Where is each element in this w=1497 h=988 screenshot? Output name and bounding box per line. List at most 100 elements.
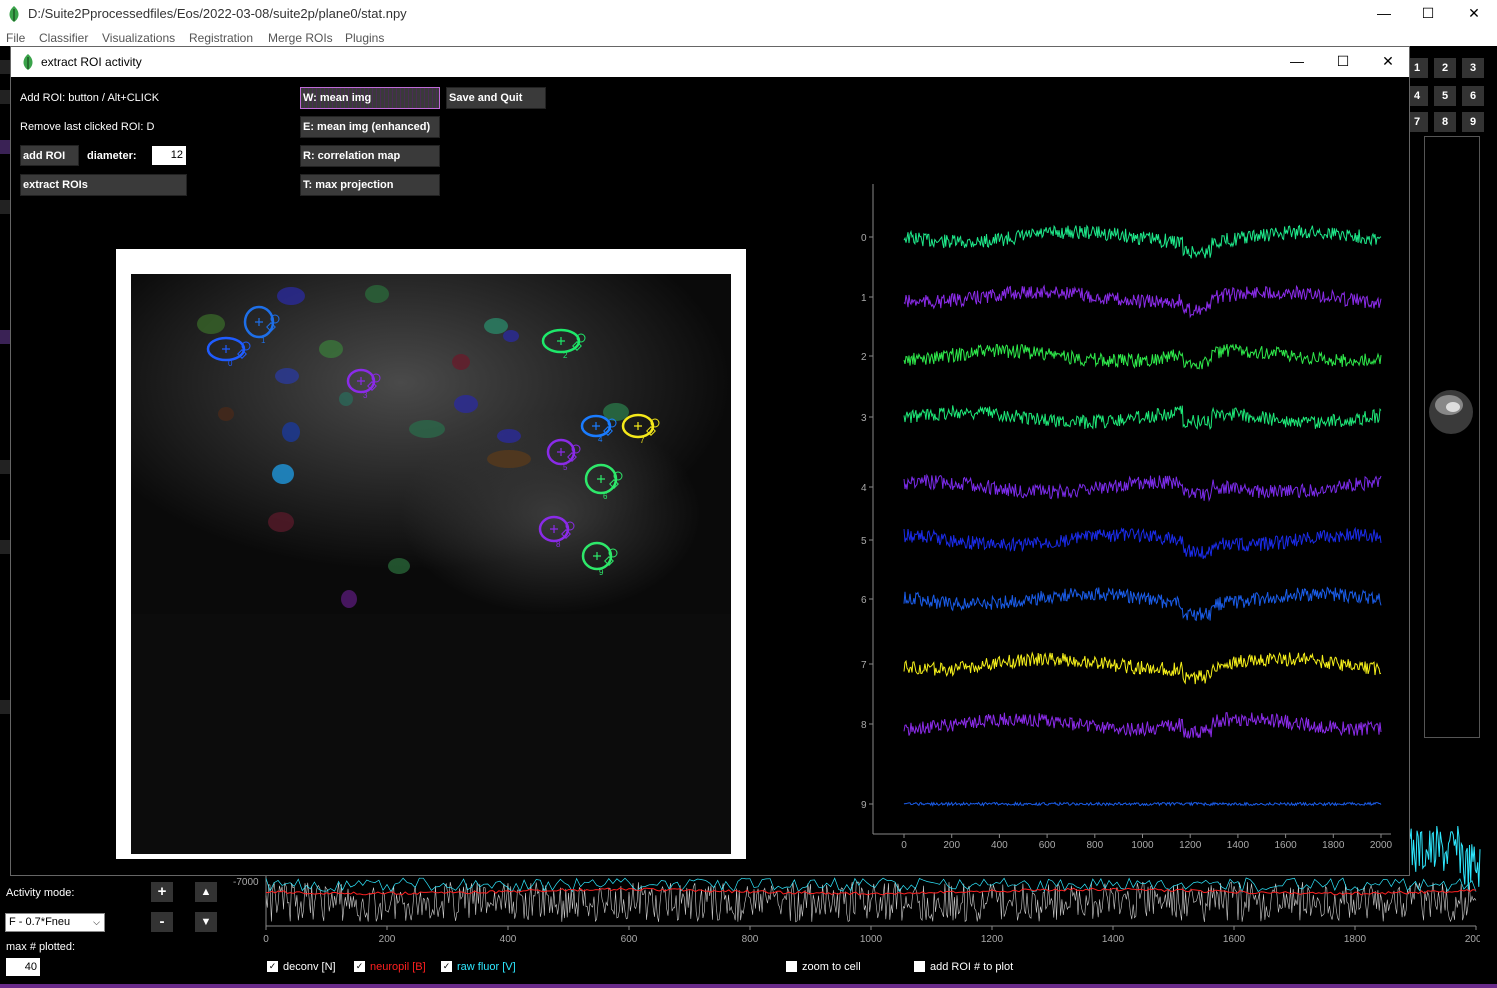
menu-file[interactable]: File	[6, 31, 26, 45]
x-tick-label: 1600	[1274, 840, 1297, 851]
x-tick-label: 600	[1039, 840, 1056, 851]
correlation-map-button[interactable]: R: correlation map	[300, 145, 440, 167]
x-tick-label: 800	[1086, 840, 1103, 851]
roi-2[interactable]: 2	[541, 328, 586, 360]
diameter-label: diameter:	[87, 150, 137, 162]
background-panel-strip	[0, 60, 10, 74]
max-plotted-label: max # plotted:	[6, 941, 76, 953]
roi-0[interactable]: 0	[206, 336, 251, 368]
y-tick-label: 0	[861, 233, 867, 244]
raw-fluor-trace-fragment	[1410, 825, 1481, 890]
bottom-x-tick-label: 200	[379, 934, 396, 945]
max-plotted-input[interactable]: 40	[6, 958, 40, 976]
traces-plot[interactable]: 0 1 2 3 4 5 6 7 8 9 0 200 400 600 800 1000 1200 1400 1600 1…	[861, 179, 1401, 859]
view-grid-button-5[interactable]: 5	[1434, 86, 1456, 106]
menu-merge-rois[interactable]: Merge ROIs	[268, 31, 333, 45]
trace-2	[903, 343, 1382, 370]
diameter-input[interactable]: 12	[152, 146, 186, 165]
background-panel-strip	[0, 540, 10, 554]
remove-roi-hint: Remove last clicked ROI: D	[20, 121, 155, 133]
x-tick-label: 400	[991, 840, 1008, 851]
bottom-x-tick-label: 600	[621, 934, 638, 945]
roi-markers: 0 1 2 3 4 5 6 7 8 9	[206, 305, 660, 577]
mean-img-enhanced-button[interactable]: E: mean img (enhanced)	[300, 116, 440, 138]
menu-registration[interactable]: Registration	[189, 31, 254, 45]
mean-img-button[interactable]: W: mean img	[300, 87, 440, 109]
x-tick-label: 0	[901, 840, 907, 851]
bottom-x-tick-label: 1000	[860, 934, 883, 945]
trace-1	[903, 284, 1382, 319]
raw-fluor-checkbox[interactable]: ✓	[441, 961, 452, 972]
minimize-button[interactable]: —	[1377, 5, 1391, 21]
dialog-close-button[interactable]: ✕	[1382, 53, 1394, 69]
neuropil-checkbox[interactable]: ✓	[354, 961, 365, 972]
overview-panel[interactable]	[1424, 136, 1480, 738]
menu-classifier[interactable]: Classifier	[39, 31, 89, 45]
add-roi-number-checkbox[interactable]	[914, 961, 925, 972]
add-roi-number-label: add ROI # to plot	[930, 961, 1014, 973]
roi-1[interactable]: 1	[243, 305, 280, 345]
chevron-down-icon: ⌵	[93, 917, 100, 927]
zoom-out-button[interactable]: -	[151, 912, 173, 932]
extract-rois-button[interactable]: extract ROIs	[20, 174, 187, 196]
roi-id-label: 5	[563, 463, 568, 472]
trace-4	[903, 473, 1382, 502]
roi-3[interactable]: 3	[346, 368, 381, 400]
roi-id-label: 9	[599, 568, 604, 577]
scroll-up-button[interactable]: ▲	[195, 882, 217, 902]
image-panel: 0 1 2 3 4 5 6 7 8 9	[116, 249, 746, 859]
activity-mode-select[interactable]: F - 0.7*Fneu ⌵	[5, 913, 105, 932]
menu-plugins[interactable]: Plugins	[345, 31, 385, 45]
roi-id-label: 4	[598, 435, 603, 444]
y-tick-label: 5	[861, 536, 867, 547]
view-grid-button-4[interactable]: 4	[1406, 86, 1428, 106]
bottom-x-tick-label: 800	[742, 934, 759, 945]
dialog-title: extract ROI activity	[41, 55, 142, 69]
bottom-activity-plot[interactable]: 0 200 400 600 800 1000 1200 1400 1600 1800 2000	[262, 876, 1488, 946]
raw-fluor-trace	[265, 877, 1477, 894]
x-tick-label: 200	[943, 840, 960, 851]
roi-id-label: 1	[261, 336, 266, 345]
roi-8[interactable]: 8	[538, 515, 575, 549]
view-grid-button-8[interactable]: 8	[1434, 112, 1456, 132]
bottom-activity-canvas: 0 200 400 600 800 1000 1200 1400 1600 1800 2000	[263, 876, 1488, 945]
bottom-x-tick-label: 1400	[1102, 934, 1125, 945]
view-grid-button-3[interactable]: 3	[1462, 58, 1484, 78]
dialog-minimize-button[interactable]: —	[1290, 53, 1304, 69]
deconv-label: deconv [N]	[283, 961, 336, 973]
deconv-checkbox[interactable]: ✓	[267, 961, 278, 972]
view-grid-button-2[interactable]: 2	[1434, 58, 1456, 78]
view-grid-button-1[interactable]: 1	[1406, 58, 1428, 78]
bottom-x-tick-label: 1800	[1344, 934, 1367, 945]
maximize-button[interactable]: ☐	[1421, 5, 1435, 21]
roi-9[interactable]: 9	[581, 541, 618, 577]
scroll-down-button[interactable]: ▼	[195, 912, 217, 932]
max-projection-button[interactable]: T: max projection	[300, 174, 440, 196]
roi-4[interactable]: 4	[580, 414, 617, 444]
zoom-to-cell-label: zoom to cell	[802, 961, 861, 973]
add-roi-button[interactable]: add ROI	[20, 145, 79, 166]
y-tick-label: 2	[861, 352, 867, 363]
roi-id-label: 0	[228, 359, 233, 368]
roi-7[interactable]: 7	[621, 413, 660, 445]
background-panel-strip	[0, 90, 10, 104]
view-grid-button-7[interactable]: 7	[1406, 112, 1428, 132]
dialog-maximize-button[interactable]: ☐	[1336, 53, 1350, 69]
menu-visualizations[interactable]: Visualizations	[102, 31, 176, 45]
traces-plot-canvas: 0 1 2 3 4 5 6 7 8 9 0 200 400 600 800 1000 1200 1400 1600 1…	[861, 184, 1393, 851]
roi-6[interactable]: 6	[584, 463, 623, 501]
zoom-in-button[interactable]: +	[151, 882, 173, 902]
background-panel-strip	[0, 140, 10, 154]
mean-image-view[interactable]: 0 1 2 3 4 5 6 7 8 9	[131, 274, 731, 854]
x-tick-label: 1400	[1227, 840, 1250, 851]
view-grid-button-6[interactable]: 6	[1462, 86, 1484, 106]
close-button[interactable]: ✕	[1468, 5, 1480, 21]
save-and-quit-button[interactable]: Save and Quit	[446, 87, 546, 109]
roi-id-label: 7	[640, 436, 645, 445]
view-grid-button-9[interactable]: 9	[1462, 112, 1484, 132]
roi-5[interactable]: 5	[546, 438, 581, 472]
background-panel-strip	[0, 700, 10, 714]
deconv-trace	[265, 881, 1477, 923]
zoom-to-cell-checkbox[interactable]	[786, 961, 797, 972]
background-panel-strip	[0, 460, 10, 474]
